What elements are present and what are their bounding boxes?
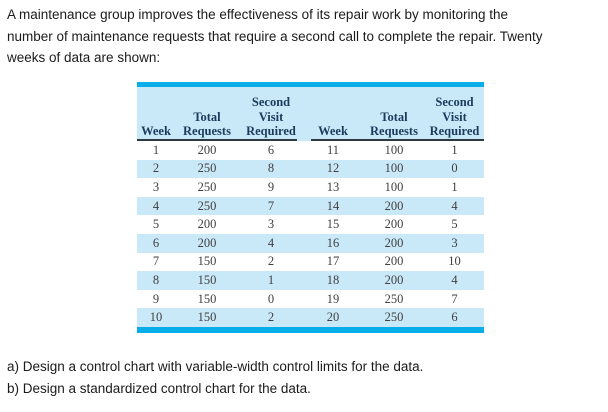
table-cell: 3 [152, 179, 160, 194]
table-row: 7 150 2 17 200 10 [137, 252, 484, 272]
table-body: 1 200 6 11 100 1 2 250 8 12 100 0 3 250 9 13 100 1 4 250 7 14… [137, 141, 484, 327]
table-cell: 250 [197, 198, 217, 213]
table-bottom-border [137, 326, 484, 333]
header-rule-left-segment [137, 139, 297, 141]
table-top-border [137, 82, 484, 87]
table-row: 6 200 4 16 200 3 [137, 233, 484, 253]
table-cell: 4 [267, 235, 275, 250]
question-b: b) Design a standardized control chart f… [7, 380, 311, 396]
problem-statement-line: A maintenance group improves the effecti… [7, 7, 509, 22]
table-cell: 7 [267, 198, 275, 213]
table-cell: 9 [152, 291, 160, 306]
column-header-total-requests-right: Total Requests [370, 109, 418, 139]
questions: a) Design a control chart with variable-… [7, 356, 423, 399]
table-cell: 150 [197, 291, 217, 306]
column-header-week-right: Week [318, 124, 348, 138]
column-header-second-visit-right: Second Visit Required [429, 95, 480, 138]
table-cell: 10 [448, 254, 461, 269]
problem-statement-line: number of maintenance requests that requ… [7, 28, 543, 44]
table-cell: 100 [384, 179, 404, 194]
table-cell: 3 [451, 235, 458, 250]
table-cell: 4 [451, 198, 458, 213]
table-cell: 150 [197, 310, 217, 325]
table-header-row: Week Total Requests Second Visit Require… [137, 87, 484, 139]
table-cell: 15 [326, 217, 340, 232]
table-cell: 2 [267, 254, 275, 269]
table-cell: 200 [197, 217, 217, 232]
table-cell: 100 [384, 142, 404, 157]
table-row: 2 250 8 12 100 0 [137, 159, 484, 179]
table-row: 4 250 7 14 200 4 [137, 196, 484, 216]
table-cell: 13 [326, 179, 340, 194]
column-header-second-visit-left: Second Visit Required [246, 95, 296, 138]
table-cell: 250 [197, 179, 217, 194]
table-cell: 2 [152, 161, 160, 176]
column-header-week-left: Week [141, 124, 171, 138]
table-cell: 1 [267, 272, 275, 287]
table-cell: 200 [384, 217, 404, 232]
table-cell: 2 [267, 310, 275, 325]
table-cell: 250 [384, 291, 404, 306]
problem-statement-line: weeks of data are shown: [7, 50, 161, 65]
table-cell: 18 [326, 272, 340, 287]
table-cell: 1 [451, 179, 458, 194]
table-cell: 17 [326, 254, 340, 269]
table-cell: 6 [267, 142, 275, 157]
table-cell: 5 [451, 217, 458, 232]
table-cell: 200 [197, 235, 217, 250]
table-cell: 16 [326, 235, 340, 250]
table-cell: 250 [384, 310, 404, 325]
problem-statement: A maintenance group improves the effecti… [7, 4, 603, 69]
table-cell: 12 [326, 161, 340, 176]
table-cell: 5 [152, 217, 160, 232]
table-cell: 8 [152, 272, 160, 287]
maintenance-data-table: Week Total Requests Second Visit Require… [137, 82, 484, 333]
table-cell: 4 [152, 198, 160, 213]
table-cell: 200 [384, 235, 404, 250]
table-cell: 7 [451, 291, 458, 306]
table-cell: 3 [267, 217, 275, 232]
table-row: 5 200 3 15 200 5 [137, 215, 484, 234]
column-header-total-requests-left: Total Requests [183, 109, 231, 139]
header-rule [137, 139, 484, 141]
table-cell: 200 [384, 254, 404, 269]
table-cell: 1 [152, 142, 160, 157]
table-cell: 10 [149, 310, 163, 325]
table-cell: 0 [267, 291, 275, 306]
table-row: 9 150 0 19 250 7 [137, 289, 484, 309]
table-cell: 200 [384, 272, 404, 287]
table-cell: 14 [326, 198, 340, 213]
table-cell: 6 [451, 310, 458, 325]
table-row: 10 150 2 20 250 6 [137, 308, 484, 327]
table-cell: 100 [384, 161, 404, 176]
table-cell: 250 [197, 161, 217, 176]
table-cell: 4 [451, 272, 458, 287]
table-cell: 19 [326, 291, 340, 306]
question-a: a) Design a control chart with variable-… [7, 359, 424, 374]
header-rule-right-segment [311, 139, 484, 141]
table-cell: 200 [384, 198, 404, 213]
table-cell: 9 [267, 179, 275, 194]
table-cell: 200 [197, 142, 217, 157]
table-cell: 0 [451, 161, 458, 176]
table-row: 3 250 9 13 100 1 [137, 178, 484, 197]
table-cell: 7 [152, 254, 160, 269]
table-cell: 8 [267, 161, 275, 176]
table-row: 8 150 1 18 200 4 [137, 271, 484, 290]
table-cell: 150 [197, 254, 217, 269]
table-cell: 6 [152, 235, 160, 250]
table-cell: 11 [326, 142, 340, 157]
table-cell: 20 [326, 310, 340, 325]
table-cell: 1 [451, 142, 458, 157]
table-cell: 150 [197, 272, 217, 287]
table-row: 1 200 6 11 100 1 [137, 141, 484, 160]
